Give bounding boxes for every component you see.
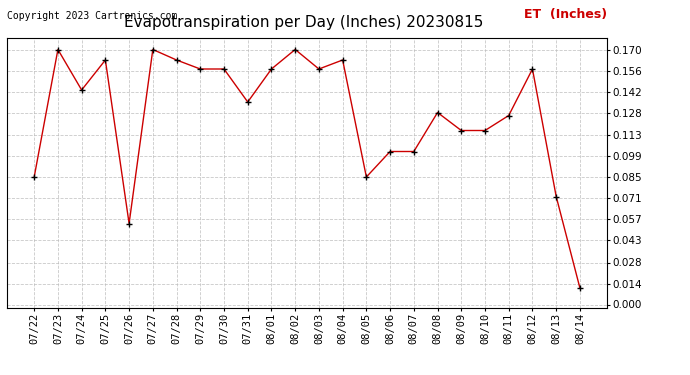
Text: Copyright 2023 Cartronics.com: Copyright 2023 Cartronics.com — [7, 11, 177, 21]
Text: ET  (Inches): ET (Inches) — [524, 8, 607, 21]
Text: Evapotranspiration per Day (Inches) 20230815: Evapotranspiration per Day (Inches) 2023… — [124, 15, 483, 30]
